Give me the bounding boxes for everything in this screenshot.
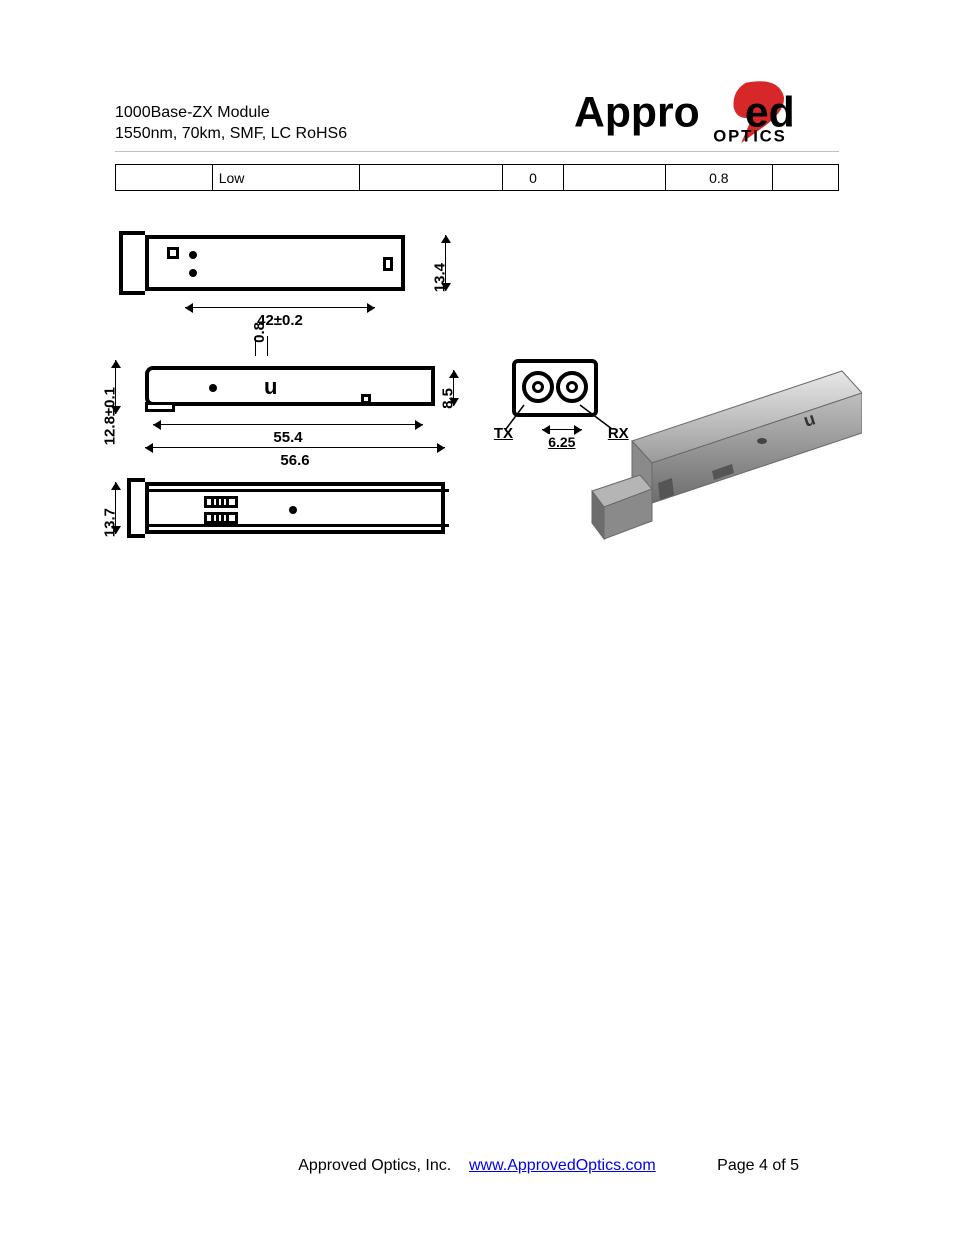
dim-side-outer-length: 56.6 — [276, 452, 313, 469]
header-divider — [115, 151, 839, 152]
cell-6: 0.8 — [665, 165, 772, 191]
dim-bottom-height: 13.7 — [102, 508, 119, 537]
cell-5 — [564, 165, 666, 191]
footer-company: Approved Optics, Inc. — [298, 1157, 451, 1174]
cell-2: Low — [212, 165, 360, 191]
dim-side-height-left: 12.8±0.1 — [102, 387, 119, 445]
footer-link[interactable]: www.ApprovedOptics.com — [469, 1157, 656, 1174]
dim-side-inner-length: 55.4 — [269, 429, 306, 446]
header-line1: 1000Base-ZX Module — [115, 102, 347, 124]
svg-text:OPTICS: OPTICS — [713, 126, 786, 145]
dim-top-height: 13.4 — [432, 263, 449, 292]
table-row: Low 0 0.8 — [116, 165, 839, 191]
dim-side-height-right: 8.5 — [440, 388, 457, 409]
svg-text:Appro: Appro — [574, 88, 700, 136]
cell-3 — [360, 165, 503, 191]
spec-table: Low 0 0.8 — [115, 164, 839, 191]
cell-1 — [116, 165, 213, 191]
dim-side-offset: 0.8 — [251, 322, 268, 343]
brand-logo: Appro ed OPTICS — [569, 80, 839, 145]
isometric-render: u — [562, 351, 862, 556]
cell-4: 0 — [502, 165, 563, 191]
cell-7 — [772, 165, 838, 191]
mechanical-drawing: 13.4 42±0.2 0.8 12.8±0.1 — [115, 231, 839, 542]
header-line2: 1550nm, 70km, SMF, LC RoHS6 — [115, 123, 347, 145]
page-number: Page 4 of 5 — [717, 1157, 799, 1175]
